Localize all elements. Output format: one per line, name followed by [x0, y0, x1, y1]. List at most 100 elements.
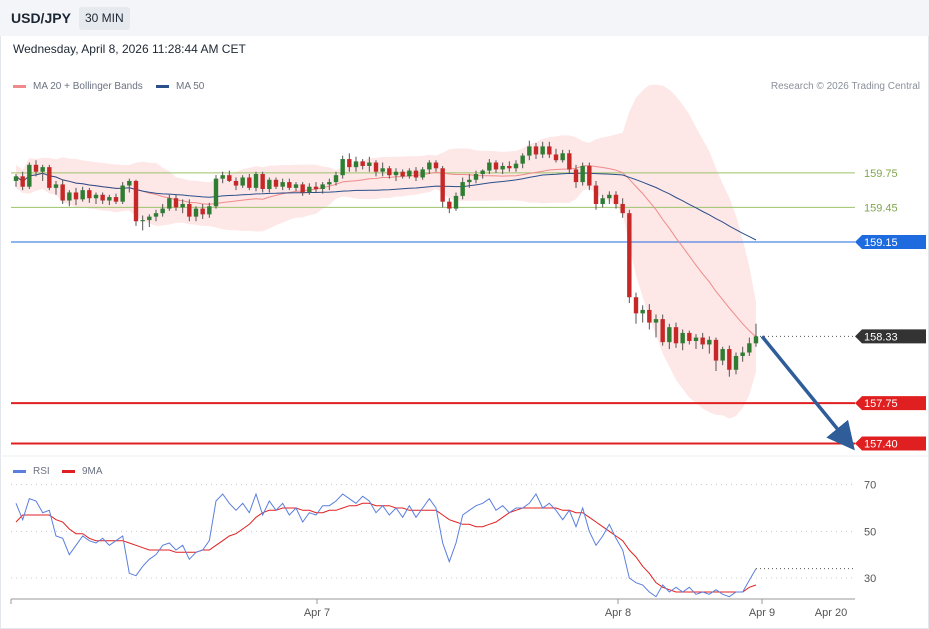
- level-label-159.45: 159.45: [864, 202, 898, 214]
- rsi-tick-70: 70: [864, 480, 876, 492]
- candle-body: [673, 327, 679, 344]
- candle-body: [227, 175, 232, 181]
- candle: [167, 194, 172, 211]
- candle-body: [40, 167, 45, 172]
- candle-body: [667, 327, 672, 343]
- legend-ma50-swatch: [156, 85, 169, 88]
- candle: [47, 164, 52, 191]
- candle-body: [553, 154, 559, 161]
- candle-body: [660, 319, 665, 343]
- symbol-label[interactable]: USD/JPY: [11, 10, 71, 26]
- candle-body: [180, 203, 185, 208]
- candle: [453, 192, 459, 211]
- candle: [480, 169, 485, 179]
- candle-body: [413, 170, 419, 178]
- time-axis: Apr 7 Apr 8 Apr 9 Apr 20: [10, 598, 855, 619]
- candle-body: [200, 208, 205, 215]
- candle-body: [333, 175, 339, 183]
- candle-body: [693, 337, 699, 341]
- candle: [607, 191, 612, 204]
- candle: [647, 304, 652, 330]
- candle-body: [540, 146, 545, 155]
- candle: [393, 168, 399, 181]
- candle: [407, 168, 412, 179]
- copyright-text: Research © 2026 Trading Central: [770, 81, 920, 92]
- candle-body: [687, 332, 692, 341]
- candle-body: [640, 309, 645, 314]
- candle: [40, 164, 45, 181]
- rsi-panel: 70 50 30: [11, 480, 876, 598]
- candle-body: [607, 194, 612, 199]
- candle: [727, 345, 732, 377]
- candle-body: [33, 164, 39, 172]
- candle-body: [747, 343, 752, 353]
- candle: [593, 180, 599, 210]
- candle-body: [253, 174, 259, 188]
- candle: [467, 174, 472, 188]
- candle-body: [460, 182, 465, 196]
- candle-body: [220, 175, 225, 179]
- candle-body: [293, 184, 299, 188]
- candle: [87, 187, 92, 203]
- candle: [287, 178, 292, 191]
- candle-body: [500, 165, 505, 170]
- candle: [620, 198, 625, 218]
- legend-ma20-label: MA 20 + Bollinger Bands: [33, 81, 143, 92]
- candle-body: [587, 165, 592, 186]
- candle: [660, 314, 665, 346]
- candle-body: [707, 339, 712, 345]
- candle-body: [680, 332, 685, 344]
- candle: [127, 178, 132, 193]
- candle: [147, 214, 152, 227]
- candle-body: [367, 162, 372, 166]
- candle: [513, 160, 519, 172]
- candle: [27, 162, 32, 189]
- candle-body: [713, 339, 719, 361]
- candle: [233, 177, 239, 191]
- legend-9ma-swatch: [62, 470, 75, 473]
- legend-9ma: 9MA: [62, 466, 103, 477]
- candle-body: [453, 195, 459, 209]
- candle: [60, 179, 65, 204]
- candle-body: [487, 162, 492, 171]
- candle-body: [73, 192, 79, 200]
- candle: [567, 149, 572, 173]
- candle: [340, 155, 345, 179]
- candle-body: [533, 146, 539, 155]
- candle: [360, 159, 365, 170]
- candle: [560, 149, 565, 163]
- candle-body: [513, 163, 519, 169]
- candle: [527, 140, 532, 161]
- candle-body: [240, 177, 245, 186]
- candle-body: [520, 155, 525, 164]
- candle-body: [560, 153, 565, 161]
- candle: [460, 177, 465, 200]
- candle: [187, 199, 192, 222]
- candle: [80, 186, 85, 202]
- candle-body: [393, 171, 399, 176]
- candle: [673, 322, 679, 348]
- level-label-159.75: 159.75: [864, 168, 898, 180]
- candle-body: [173, 198, 179, 208]
- candle: [487, 159, 492, 175]
- legend-ma20-swatch: [13, 85, 26, 88]
- candle: [493, 160, 499, 173]
- candle: [747, 337, 752, 356]
- candle: [240, 175, 245, 188]
- candle: [447, 198, 452, 214]
- candle: [113, 193, 119, 204]
- candle: [140, 215, 145, 231]
- candle-body: [320, 184, 325, 189]
- level-tag-157.75: [855, 396, 926, 411]
- rsi-tick-50: 50: [864, 526, 876, 538]
- interval-selector[interactable]: 30 MIN: [79, 7, 130, 30]
- ma50-line: [15, 172, 757, 241]
- candle: [580, 162, 585, 186]
- candle: [253, 171, 259, 192]
- candle-body: [473, 174, 479, 180]
- candle: [700, 332, 705, 350]
- price-levels: 159.75 159.45 159.15 158.33 157.75 157.40: [11, 168, 926, 451]
- rsi-tick-30: 30: [864, 573, 876, 585]
- candle-body: [80, 190, 85, 200]
